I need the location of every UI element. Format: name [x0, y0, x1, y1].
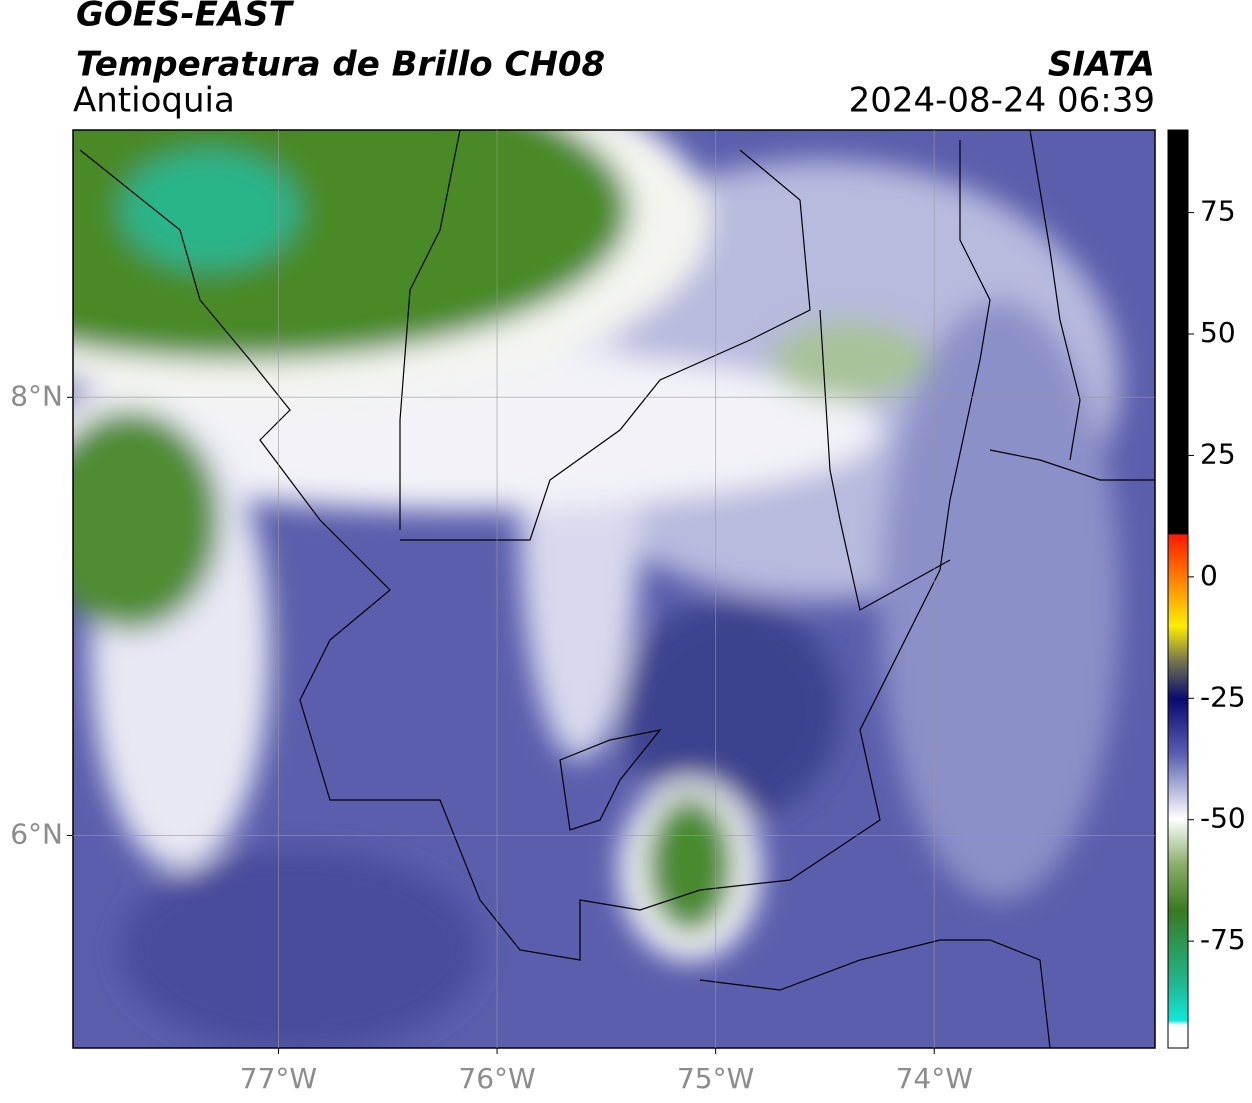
- source: SIATA: [1048, 45, 1155, 85]
- colorbar-tick-label: -25: [1200, 680, 1246, 713]
- colorbar-tick-label: -75: [1200, 923, 1246, 956]
- x-tick-label: 74°W: [896, 1062, 973, 1095]
- colorbar: [1167, 129, 1189, 1049]
- border: [79, 140, 991, 961]
- x-tick-label: 75°W: [677, 1062, 754, 1095]
- y-tick-label: 8°N: [10, 379, 63, 412]
- region: Antioquia: [73, 81, 235, 121]
- colorbar-tick-label: 75: [1200, 195, 1236, 228]
- colorbar-tick-label: 25: [1200, 437, 1236, 470]
- x-tick-label: 77°W: [240, 1062, 317, 1095]
- x-tick-label: 76°W: [458, 1062, 535, 1095]
- title: GOES-EAST: [76, 0, 295, 35]
- border: [399, 130, 461, 530]
- imagery: [73, 130, 1155, 1048]
- subtitle: Temperatura de Brillo CH08: [76, 45, 605, 85]
- border: [400, 149, 811, 541]
- y-tick-label: 6°N: [10, 817, 63, 850]
- border: [1029, 130, 1081, 461]
- border: [989, 449, 1155, 481]
- colorbar-tick-label: -50: [1200, 802, 1246, 835]
- border: [699, 939, 1051, 1048]
- border: [559, 729, 662, 831]
- border: [819, 309, 951, 611]
- colorbar-tick-label: 50: [1200, 316, 1236, 349]
- datetime: 2024-08-24 06:39: [849, 81, 1155, 121]
- map-frame: [72, 129, 1156, 1049]
- colorbar-tick-label: 0: [1200, 559, 1218, 592]
